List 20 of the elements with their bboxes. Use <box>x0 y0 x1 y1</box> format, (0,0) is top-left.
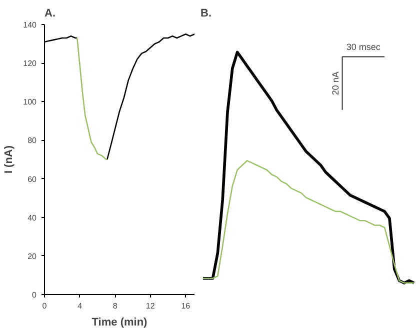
text: 30 msec <box>346 42 381 52</box>
y-tick-label: 20 <box>28 252 38 261</box>
x-tick-label: 8 <box>112 302 118 310</box>
y-tick-label: 140 <box>23 20 38 30</box>
x-tick-label: 12 <box>146 302 156 310</box>
annotation: 20 nA <box>330 72 340 96</box>
y-tick-label: 120 <box>23 59 38 68</box>
y-axis-title: I (nA) <box>3 145 16 174</box>
x-tick-label: 0 <box>42 302 48 310</box>
chart-title: A. <box>44 8 56 20</box>
x-tick-label: 16 <box>181 302 191 310</box>
line-series <box>76 37 108 160</box>
y-tick-label: 40 <box>28 213 38 222</box>
x-axis-title: Time (min) <box>92 316 148 328</box>
x-tick-label: 4 <box>78 302 83 310</box>
y-tick-label: 80 <box>28 136 38 146</box>
chart-title: B. <box>200 8 212 20</box>
y-tick-label: 0 <box>32 290 38 300</box>
y-tick-label: 100 <box>23 98 38 107</box>
y-tick-label: 60 <box>28 174 38 184</box>
